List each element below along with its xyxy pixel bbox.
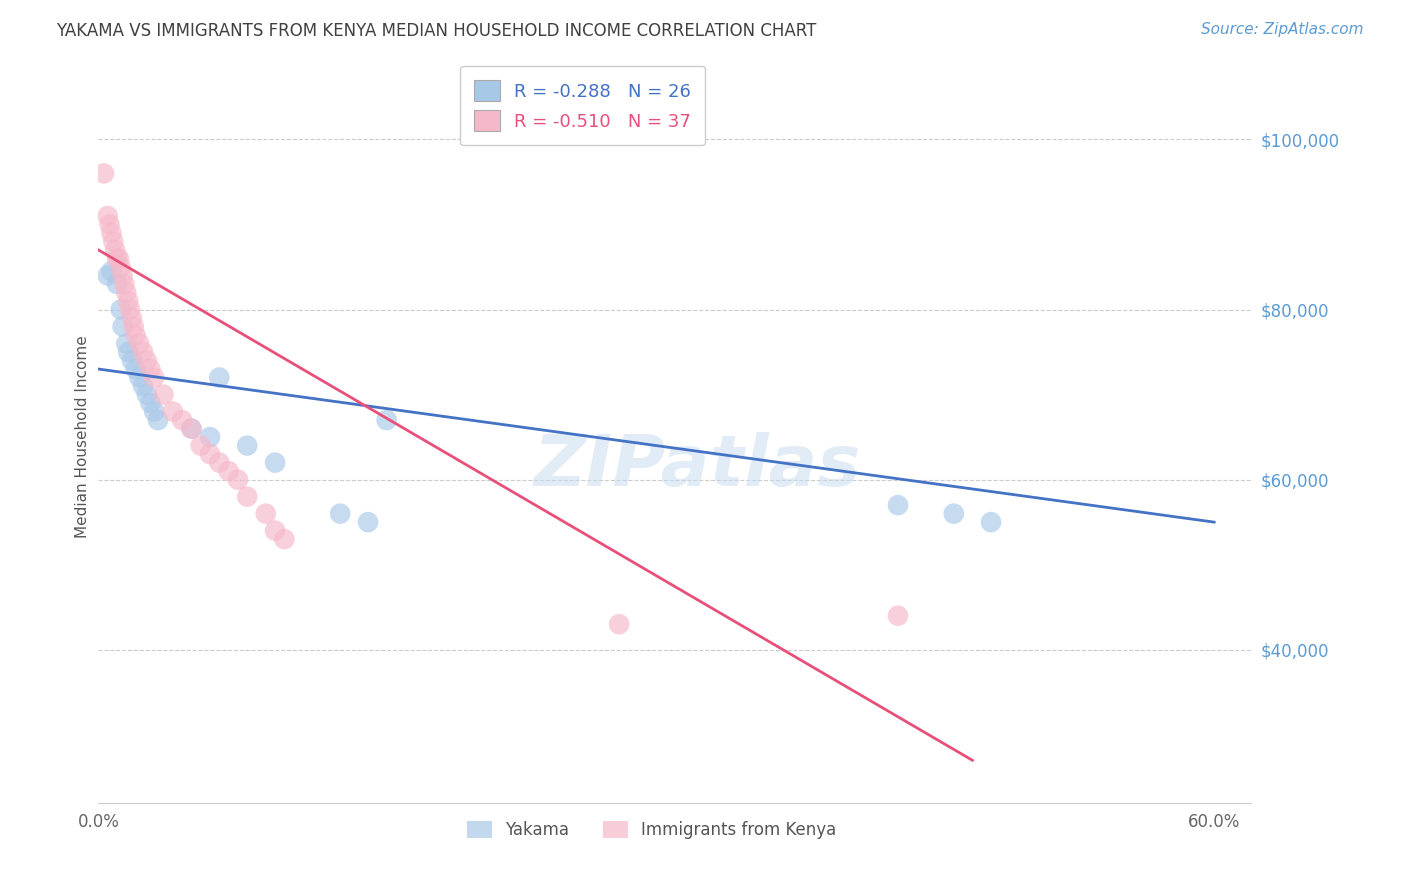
Point: [172, 413, 194, 427]
Point: [110, 302, 132, 317]
Point: [97, 209, 120, 223]
Point: [124, 328, 146, 343]
Point: [254, 507, 277, 521]
Point: [128, 336, 150, 351]
Point: [111, 268, 134, 283]
Point: [180, 421, 202, 435]
Text: YAKAMA VS IMMIGRANTS FROM KENYA MEDIAN HOUSEHOLD INCOME CORRELATION CHART: YAKAMA VS IMMIGRANTS FROM KENYA MEDIAN H…: [56, 22, 817, 40]
Point: [236, 490, 259, 504]
Point: [208, 456, 231, 470]
Point: [111, 319, 134, 334]
Point: [139, 396, 162, 410]
Point: [198, 430, 221, 444]
Point: [218, 464, 240, 478]
Point: [143, 370, 166, 384]
Point: [100, 264, 122, 278]
Point: [264, 456, 287, 470]
Point: [139, 362, 162, 376]
Text: ZIPatlas: ZIPatlas: [534, 432, 862, 500]
Point: [357, 515, 380, 529]
Point: [105, 252, 128, 266]
Point: [208, 370, 231, 384]
Point: [117, 293, 139, 308]
Point: [135, 353, 157, 368]
Point: [105, 277, 128, 291]
Point: [236, 439, 259, 453]
Point: [264, 524, 287, 538]
Text: Source: ZipAtlas.com: Source: ZipAtlas.com: [1201, 22, 1364, 37]
Point: [122, 319, 145, 334]
Point: [887, 608, 910, 623]
Point: [329, 507, 352, 521]
Point: [98, 218, 121, 232]
Point: [273, 532, 295, 546]
Point: [100, 226, 122, 240]
Point: [103, 235, 125, 249]
Point: [198, 447, 221, 461]
Point: [97, 268, 120, 283]
Point: [121, 353, 143, 368]
Point: [110, 260, 132, 274]
Point: [128, 370, 150, 384]
Point: [108, 252, 131, 266]
Point: [226, 473, 249, 487]
Point: [93, 166, 115, 180]
Point: [375, 413, 398, 427]
Point: [135, 387, 157, 401]
Point: [114, 277, 136, 291]
Point: [115, 336, 138, 351]
Point: [124, 362, 146, 376]
Point: [115, 285, 138, 300]
Point: [132, 345, 155, 359]
Y-axis label: Median Household Income: Median Household Income: [75, 335, 90, 539]
Point: [180, 421, 202, 435]
Point: [980, 515, 1002, 529]
Point: [118, 302, 141, 317]
Point: [146, 413, 169, 427]
Legend: Yakama, Immigrants from Kenya: Yakama, Immigrants from Kenya: [461, 814, 844, 846]
Point: [607, 617, 630, 632]
Point: [117, 345, 139, 359]
Point: [190, 439, 212, 453]
Point: [942, 507, 965, 521]
Point: [104, 243, 127, 257]
Point: [143, 404, 166, 418]
Point: [152, 387, 174, 401]
Point: [887, 498, 910, 512]
Point: [162, 404, 184, 418]
Point: [121, 311, 143, 326]
Point: [132, 379, 155, 393]
